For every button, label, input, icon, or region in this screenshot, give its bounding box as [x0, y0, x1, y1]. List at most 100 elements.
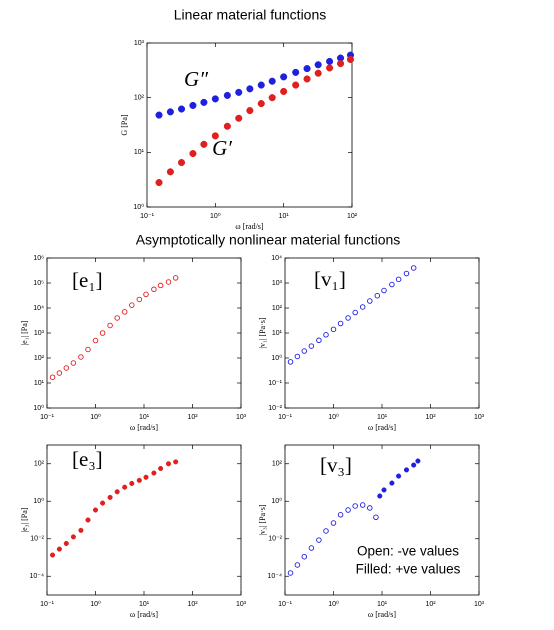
data-point: [70, 534, 76, 540]
data-point: [316, 537, 322, 543]
data-point: [165, 461, 172, 467]
x-axis-label: ω [rad/s]: [130, 610, 158, 619]
data-point: [410, 265, 417, 271]
data-point: [346, 55, 355, 64]
data-point: [158, 465, 164, 472]
data-point: [280, 73, 288, 81]
x-tick-label: 10³: [474, 601, 485, 608]
y-tick-label: 10⁰: [133, 203, 144, 211]
y-tick-label: 10⁻²: [30, 536, 44, 543]
data-point: [165, 279, 172, 285]
data-point: [330, 520, 337, 526]
x-tick-label: 10¹: [139, 414, 150, 421]
data-point: [381, 287, 387, 294]
section-title: Asymptotically nonlinear material functi…: [136, 232, 401, 248]
data-point: [345, 507, 351, 513]
data-point: [389, 480, 395, 486]
y-tick-label: 10⁶: [33, 255, 44, 262]
x-tick-label: 10⁻¹: [40, 601, 54, 608]
x-tick-label: 10²: [187, 414, 198, 421]
x-tick-label: 10⁰: [210, 212, 221, 220]
data-point: [189, 101, 197, 110]
series-label: G″: [184, 67, 208, 91]
data-point: [107, 322, 113, 329]
data-point: [246, 107, 254, 115]
data-point: [235, 114, 243, 122]
y-tick-label: 10³: [272, 280, 283, 287]
legend-entry: Open: -ve values: [357, 544, 459, 559]
y-tick-label: 10⁰: [271, 497, 282, 505]
data-point: [345, 315, 351, 321]
data-point: [415, 458, 421, 464]
data-point: [122, 484, 128, 490]
data-point: [177, 105, 186, 113]
data-point: [337, 512, 344, 518]
annotation: [e₃]: [72, 447, 103, 471]
data-point: [308, 343, 315, 349]
y-axis-label: |e₃| [Pa]: [20, 507, 29, 532]
data-point: [303, 65, 311, 73]
data-point: [155, 179, 163, 187]
data-point: [143, 291, 149, 298]
data-point: [373, 514, 379, 521]
y-tick-label: 10⁰: [33, 404, 44, 412]
data-point: [99, 330, 106, 336]
data-point: [359, 502, 366, 508]
data-point: [257, 81, 265, 89]
data-point: [308, 545, 315, 551]
data-point: [337, 60, 345, 68]
legend-entry: Filled: +ve values: [356, 562, 461, 577]
data-point: [367, 505, 373, 511]
data-point: [292, 81, 300, 89]
data-point: [257, 100, 265, 108]
data-point: [246, 85, 254, 93]
y-tick-label: 10²: [272, 305, 283, 312]
data-point: [316, 337, 322, 344]
chart-title: Linear material functions: [174, 7, 327, 23]
data-point: [323, 332, 329, 338]
data-point: [136, 296, 143, 303]
x-tick-label: 10⁰: [328, 600, 339, 608]
data-point: [381, 487, 387, 493]
x-axis-label: ω [rad/s]: [130, 423, 158, 432]
x-tick-label: 10³: [236, 601, 247, 608]
y-tick-label: 10³: [34, 330, 45, 337]
data-point: [294, 562, 301, 568]
data-point: [223, 122, 231, 130]
x-tick-label: 10⁰: [90, 600, 101, 608]
annotation: [v₃]: [320, 453, 352, 477]
x-tick-label: 10¹: [377, 414, 388, 421]
data-point: [114, 315, 120, 321]
data-point: [166, 168, 174, 176]
data-point: [223, 91, 231, 99]
y-tick-label: 10¹: [34, 380, 45, 387]
data-point: [56, 370, 63, 376]
x-axis-label: ω [rad/s]: [368, 423, 396, 432]
data-point: [326, 64, 334, 72]
x-tick-label: 10²: [425, 601, 436, 608]
x-tick-label: 10⁻¹: [140, 213, 154, 220]
y-tick-label: 10⁴: [33, 305, 44, 312]
y-tick-label: 10²: [34, 355, 45, 362]
y-tick-label: 10⁵: [33, 280, 44, 287]
data-point: [177, 159, 186, 167]
annotation: [e₁]: [72, 268, 103, 292]
x-tick-label: 10²: [347, 213, 358, 220]
data-point: [63, 540, 69, 547]
data-point: [359, 304, 366, 310]
data-point: [403, 467, 410, 473]
data-point: [200, 98, 208, 106]
data-point: [292, 68, 300, 76]
y-tick-label: 10⁴: [271, 255, 282, 262]
data-point: [129, 480, 135, 486]
data-point: [189, 150, 197, 158]
data-point: [352, 503, 358, 509]
data-point: [107, 494, 113, 500]
data-point: [389, 281, 395, 288]
data-point: [129, 302, 135, 308]
data-point: [85, 346, 91, 353]
data-point: [85, 517, 91, 523]
data-point: [200, 140, 208, 148]
data-point: [303, 75, 311, 83]
